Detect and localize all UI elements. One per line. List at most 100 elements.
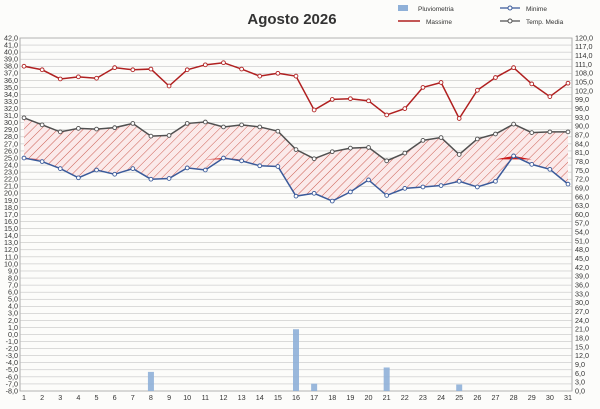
- x-tick-label: 18: [328, 393, 336, 402]
- right-tick-label: 39,0: [575, 272, 589, 281]
- legend-label-max: Massime: [426, 19, 452, 26]
- max-point: [94, 75, 99, 81]
- avg-point: [565, 129, 571, 135]
- x-tick-label: 17: [310, 393, 318, 402]
- max-point: [329, 97, 335, 102]
- left-tick-label: 5,0: [8, 295, 18, 304]
- right-tick-label: 72,0: [575, 175, 589, 184]
- min-point: [329, 198, 335, 204]
- max-point: [275, 70, 281, 76]
- x-tick-label: 11: [202, 393, 209, 402]
- legend-item-avg: Temp. Media: [500, 18, 564, 26]
- avg-point: [547, 129, 553, 135]
- min-point: [148, 176, 154, 182]
- max-point: [202, 62, 208, 68]
- right-tick-label: 15,0: [575, 342, 589, 351]
- legend-swatch-rain: [398, 5, 408, 11]
- min-point: [420, 184, 426, 190]
- left-tick-label: 40,0: [4, 48, 18, 57]
- avg-point: [239, 122, 244, 128]
- min-point: [456, 178, 462, 184]
- x-tick-label: 9: [167, 393, 171, 402]
- right-tick-label: 24,0: [575, 316, 589, 325]
- left-tick-label: -2,0: [6, 344, 18, 353]
- left-tick-label: 6,0: [8, 288, 18, 297]
- x-tick-label: 5: [95, 393, 99, 402]
- min-point: [348, 189, 353, 195]
- max-point: [438, 80, 444, 85]
- avg-point: [112, 125, 118, 131]
- right-tick-label: 45,0: [575, 254, 589, 263]
- avg-point: [348, 145, 353, 151]
- min-point: [438, 183, 444, 188]
- min-point: [402, 186, 408, 191]
- x-tick-label: 24: [437, 393, 445, 402]
- right-tick-label: 84,0: [575, 139, 589, 148]
- avg-min-band: [24, 117, 568, 202]
- right-tick-label: 30,0: [575, 298, 589, 307]
- left-tick-label: 24,0: [4, 160, 18, 169]
- x-tick-label: 30: [546, 393, 554, 402]
- x-tick-label: 3: [58, 393, 62, 402]
- min-point: [547, 166, 553, 172]
- left-tick-label: 29,0: [4, 125, 18, 134]
- left-tick-label: -3,0: [6, 351, 18, 360]
- right-tick-label: 66,0: [575, 192, 589, 201]
- left-tick-label: 35,0: [4, 83, 18, 92]
- avg-point: [384, 158, 390, 164]
- chart-title: Agosto 2026: [247, 11, 336, 28]
- left-tick-label: 12,0: [4, 245, 18, 254]
- x-tick-label: 12: [219, 393, 227, 402]
- min-point: [202, 167, 208, 173]
- right-tick-label: 96,0: [575, 104, 589, 113]
- min-point: [529, 162, 535, 167]
- min-point: [275, 164, 281, 169]
- x-tick-label: 16: [292, 393, 300, 402]
- left-tick-label: 25,0: [4, 153, 18, 162]
- x-tick-label: 10: [183, 393, 191, 402]
- x-tick-label: 8: [149, 393, 153, 402]
- right-tick-label: 21,0: [575, 325, 589, 334]
- x-tick-label: 28: [510, 393, 518, 402]
- avg-point: [438, 135, 444, 140]
- right-tick-label: 102,0: [575, 86, 593, 95]
- x-tick-label: 4: [76, 393, 80, 402]
- left-tick-label: 16,0: [4, 217, 18, 226]
- left-tick-label: 13,0: [4, 238, 18, 247]
- min-point: [166, 176, 172, 181]
- min-point: [239, 158, 244, 164]
- avg-point: [130, 121, 136, 126]
- right-tick-label: 42,0: [575, 263, 589, 272]
- right-tick-label: 48,0: [575, 245, 589, 254]
- max-point: [148, 66, 154, 72]
- right-tick-label: 69,0: [575, 183, 589, 192]
- max-point: [474, 87, 480, 93]
- x-tick-label: 19: [346, 393, 354, 402]
- max-point: [293, 73, 299, 79]
- left-tick-label: 42,0: [4, 33, 18, 42]
- left-tick-label: 11,0: [5, 252, 18, 261]
- left-tick-label: 20,0: [4, 189, 18, 198]
- right-tick-label: 54,0: [575, 228, 589, 237]
- max-point: [565, 80, 571, 86]
- x-tick-label: 1: [22, 393, 26, 402]
- max-point: [257, 73, 263, 79]
- left-tick-label: 21,0: [4, 182, 18, 191]
- avg-point: [456, 152, 462, 157]
- legend-label-avg: Temp. Media: [526, 19, 564, 26]
- legend-marker-avg: [507, 18, 513, 24]
- x-tick-label: 7: [131, 393, 135, 402]
- min-point: [311, 190, 317, 196]
- x-tick-label: 27: [491, 393, 499, 402]
- right-tick-label: 105,0: [575, 78, 593, 87]
- max-point: [39, 67, 45, 73]
- legend-label-rain: Pluviometria: [418, 6, 454, 13]
- left-tick-label: 18,0: [4, 203, 18, 212]
- legend-marker-min: [507, 5, 513, 11]
- x-tick-label: 2: [40, 393, 44, 402]
- left-tick-label: 32,0: [4, 104, 18, 113]
- min-point: [565, 181, 571, 187]
- left-tick-label: -7,0: [6, 379, 18, 388]
- max-point: [166, 83, 172, 89]
